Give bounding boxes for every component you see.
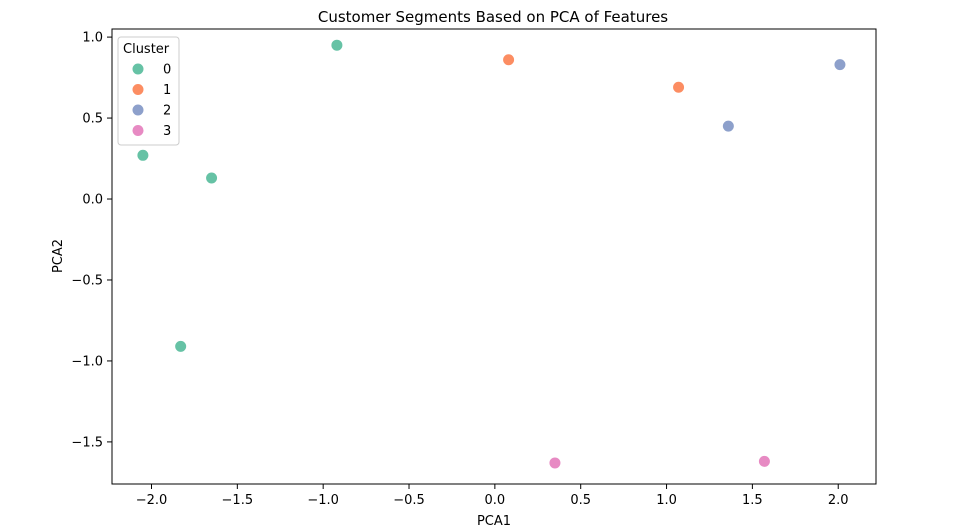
x-axis: −2.0 −1.5 −1.0 −0.5 0.0 0.5 1.0 1.5 2.0	[136, 484, 849, 508]
plot-area	[111, 28, 877, 485]
x-tick-label: 0.5	[570, 493, 591, 508]
x-tick-label: 1.5	[742, 493, 763, 508]
legend-label-cluster-1: 1	[163, 83, 171, 98]
data-point-cluster-1	[672, 80, 686, 94]
y-axis: 1.0 0.5 0.0 −0.5 −1.0 −1.5	[71, 31, 112, 450]
legend-marker-cluster-2	[131, 103, 145, 117]
data-point-cluster-3	[757, 454, 771, 468]
chart-title: Customer Segments Based on PCA of Featur…	[318, 8, 668, 26]
data-point-cluster-2	[721, 119, 735, 133]
legend-marker-cluster-3	[131, 124, 145, 137]
legend-marker-cluster-1	[131, 83, 145, 96]
x-tick-label: −1.0	[307, 493, 339, 508]
y-axis-title: PCA2	[51, 239, 66, 273]
legend: Cluster 0 1 2 3	[117, 36, 180, 146]
y-tick-label: 1.0	[82, 31, 103, 46]
legend-marker-cluster-0	[131, 62, 145, 76]
x-tick-label: 0.0	[485, 493, 506, 508]
x-tick-label: −1.5	[222, 493, 254, 508]
x-tick-label: −0.5	[393, 493, 425, 508]
x-tick-label: −2.0	[136, 493, 168, 508]
legend-label-cluster-0: 0	[163, 63, 171, 78]
y-tick-label: 0.5	[82, 112, 103, 127]
x-tick-label: 2.0	[828, 493, 849, 508]
y-tick-label: −0.5	[71, 273, 103, 288]
x-tick-label: 1.0	[656, 493, 677, 508]
data-point-cluster-2	[833, 58, 847, 72]
data-point-cluster-0	[136, 148, 150, 162]
y-tick-label: −1.0	[71, 354, 103, 369]
legend-items: 0 1 2 3	[131, 62, 171, 139]
data-points	[136, 38, 847, 470]
x-axis-title: PCA1	[477, 514, 511, 529]
legend-label-cluster-3: 3	[163, 124, 171, 139]
y-tick-label: 0.0	[82, 193, 103, 208]
data-point-cluster-1	[502, 53, 516, 67]
y-tick-label: −1.5	[71, 435, 103, 450]
data-point-cluster-3	[548, 456, 562, 470]
legend-label-cluster-2: 2	[163, 104, 171, 119]
data-point-cluster-0	[330, 38, 344, 52]
legend-box	[117, 36, 180, 146]
legend-title: Cluster	[123, 42, 170, 57]
data-point-cluster-0	[205, 171, 219, 185]
data-point-cluster-0	[174, 339, 188, 353]
